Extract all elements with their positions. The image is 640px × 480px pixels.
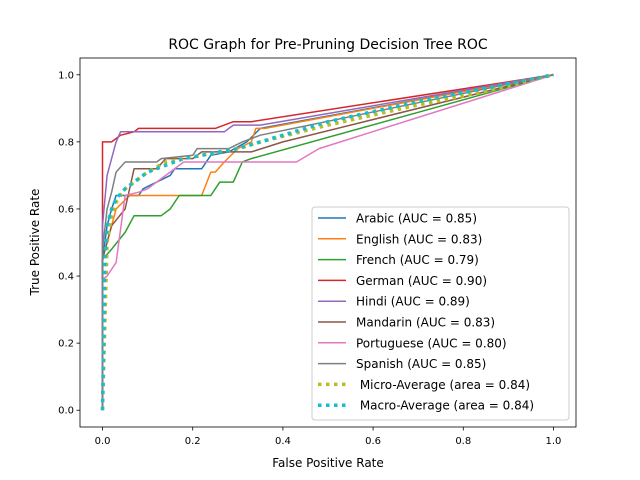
series-line-mandarin bbox=[101, 74, 554, 411]
legend-label-hindi: Hindi (AUC = 0.89) bbox=[356, 295, 470, 309]
legend-label-mandarin: Mandarin (AUC = 0.83) bbox=[356, 316, 495, 330]
legend-label-german: German (AUC = 0.90) bbox=[356, 274, 487, 288]
y-tick-label: 0.8 bbox=[58, 137, 74, 148]
series-line-german bbox=[101, 74, 554, 411]
y-tick-label: 0.4 bbox=[58, 272, 74, 283]
x-tick-label: 0.6 bbox=[365, 436, 381, 447]
y-tick-label: 0.0 bbox=[58, 406, 74, 417]
legend-label-macro-average: Macro-Average (area = 0.84) bbox=[356, 399, 534, 413]
x-tick-label: 1.0 bbox=[546, 436, 562, 447]
x-tick-label: 0.4 bbox=[275, 436, 291, 447]
y-axis: 0.0 0.2 0.4 0.6 0.8 1.0 bbox=[58, 70, 80, 417]
x-tick-label: 0.0 bbox=[95, 436, 111, 447]
series-layer bbox=[100, 73, 554, 411]
chart-title: ROC Graph for Pre-Pruning Decision Tree … bbox=[168, 37, 488, 53]
x-tick-label: 0.8 bbox=[455, 436, 471, 447]
series-line-portuguese bbox=[101, 74, 554, 411]
y-tick-label: 0.2 bbox=[58, 339, 74, 350]
legend-label-french: French (AUC = 0.79) bbox=[356, 253, 479, 267]
legend-box bbox=[311, 206, 570, 421]
y-tick-label: 1.0 bbox=[58, 70, 74, 81]
series-line-hindi bbox=[101, 74, 554, 411]
legend: Arabic (AUC = 0.85) English (AUC = 0.83) F… bbox=[311, 206, 570, 421]
plot-area bbox=[79, 57, 577, 428]
plot-frame bbox=[79, 57, 577, 428]
legend-label-portuguese: Portuguese (AUC = 0.80) bbox=[356, 336, 507, 350]
series-line-arabic bbox=[101, 74, 554, 411]
legend-label-micro-average: Micro-Average (area = 0.84) bbox=[356, 378, 530, 392]
series-line-macro-average bbox=[100, 73, 554, 411]
legend-label-spanish: Spanish (AUC = 0.85) bbox=[356, 357, 486, 371]
series-line-french bbox=[101, 74, 554, 411]
y-axis-label: True Positive Rate bbox=[28, 189, 42, 297]
y-tick-label: 0.6 bbox=[58, 204, 74, 215]
x-axis-label: False Positive Rate bbox=[272, 456, 384, 470]
series-line-spanish bbox=[101, 74, 554, 411]
legend-label-english: English (AUC = 0.83) bbox=[356, 232, 482, 246]
legend-label-arabic: Arabic (AUC = 0.85) bbox=[356, 212, 477, 226]
x-axis: 0.0 0.2 0.4 0.6 0.8 1.0 bbox=[95, 427, 562, 447]
x-tick-label: 0.2 bbox=[185, 436, 201, 447]
series-line-micro-average bbox=[100, 73, 554, 411]
